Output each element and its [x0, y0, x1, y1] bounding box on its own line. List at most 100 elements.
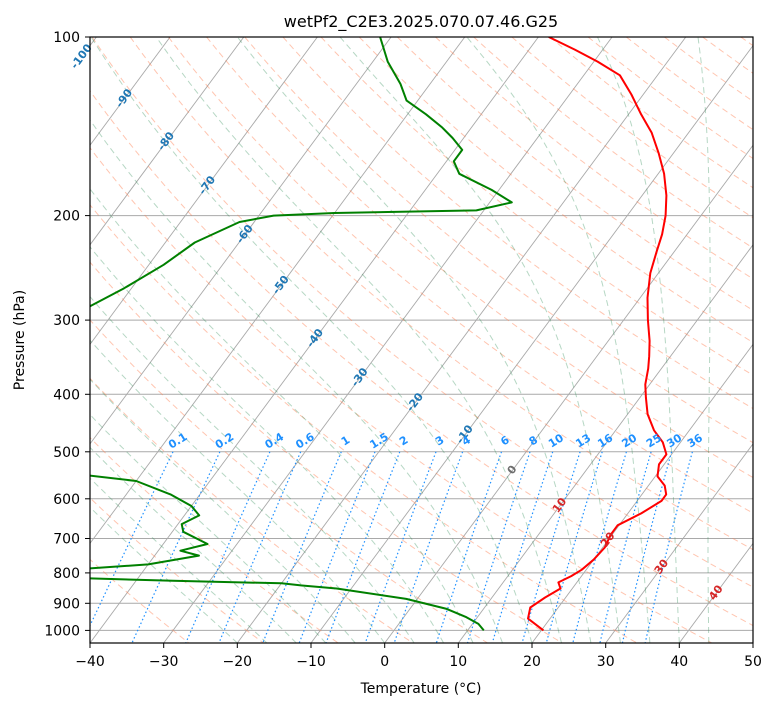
moist-adiabat-0: [90, 339, 386, 643]
isotherm--40: [90, 37, 539, 643]
mixing-ratio-line-20: [572, 451, 627, 643]
dry-adiabat-110: [282, 37, 753, 410]
mixing-ratio-line-0.4: [185, 451, 271, 643]
mixing-ratio-line-25: [599, 451, 652, 643]
x-tick-label-40: 40: [670, 654, 688, 670]
mixing-ratio-label-1: 1: [339, 433, 352, 448]
moist-adiabat-16: [90, 119, 503, 643]
isotherm-label-m90: -90: [113, 86, 135, 110]
moist-adiabat--4: [90, 378, 356, 643]
moist-adiabat-44: [697, 37, 711, 643]
dry-adiabat-150: [435, 37, 753, 280]
isotherm-label-m30: -30: [348, 365, 370, 389]
dry-adiabat-180: [549, 37, 753, 189]
isotherm-label-m70: -70: [196, 173, 218, 197]
mixing-ratio-line-1.5: [298, 451, 376, 643]
dry-adiabat--20: [90, 497, 264, 643]
dry-adiabat-10: [90, 319, 488, 643]
moist-adiabat-24: [155, 37, 562, 643]
dry-adiabat-140: [396, 37, 753, 311]
dry-adiabat-170: [511, 37, 753, 219]
y-tick-label-800: 800: [53, 566, 80, 582]
mixing-ratio-label-25: 25: [644, 431, 664, 450]
mixing-ratio-label-13: 13: [573, 431, 593, 450]
contour-label-layer: -100-90-80-70-60-50-40-30-20-10010203040…: [68, 41, 726, 602]
isotherm-40: [678, 542, 753, 643]
dry-adiabat-50: [90, 90, 753, 627]
mixing-ratio-line-8: [466, 451, 531, 643]
y-tick-label-700: 700: [53, 532, 80, 548]
y-tick-label-1000: 1000: [44, 623, 80, 639]
moist-adiabat-40: [597, 37, 680, 643]
isotherm-label-10: 10: [550, 495, 570, 515]
mixing-ratio-label-10: 10: [546, 431, 566, 450]
dry-adiabat--30: [90, 558, 190, 643]
isotherm-label-m50: -50: [270, 273, 292, 297]
mixing-ratio-line-2: [325, 451, 401, 643]
isotherm-label-m60: -60: [234, 222, 256, 246]
moist-adiabat--8: [90, 413, 327, 643]
mixing-ratio-line-3: [364, 451, 437, 643]
y-tick-label-300: 300: [53, 313, 80, 329]
isotherm--30: [163, 37, 613, 643]
mixing-ratio-label-30: 30: [664, 431, 684, 450]
dry-adiabat-20: [90, 261, 563, 643]
mixing-ratio-line-13: [521, 451, 581, 643]
moist-adiabat--12: [90, 446, 297, 643]
dry-adiabat-130: [358, 37, 753, 343]
mixing-ratio-line-0.6: [218, 451, 302, 643]
grid-layer: [90, 37, 753, 643]
dry-adiabat-100: [244, 37, 753, 444]
moist-adiabat-36: [466, 37, 651, 643]
mixing-ratio-line-1: [262, 451, 342, 643]
mixing-ratio-line-30: [621, 451, 673, 643]
y-tick-label-500: 500: [53, 445, 80, 461]
mixing-ratio-label-1_5: 1.5: [367, 430, 390, 451]
chart-title: wetPf2_C2E3.2025.070.07.46.G25: [284, 12, 558, 32]
x-tick-label-0: 0: [380, 654, 389, 670]
dry-adiabat--10: [90, 436, 339, 643]
mixing-ratio-line-16: [545, 451, 603, 643]
mixing-ratio-line-6: [435, 451, 503, 643]
dry-adiabat-230: [740, 37, 753, 47]
y-tick-label-400: 400: [53, 387, 80, 403]
mixing-ratio-label-0_4: 0.4: [263, 430, 287, 452]
dry-adiabat-0: [90, 377, 414, 643]
mixing-ratio-label-0_2: 0.2: [213, 430, 236, 451]
dewpoint-profile: [90, 37, 513, 632]
isotherm-label-m40: -40: [304, 326, 326, 350]
isotherm-label-40: 40: [706, 582, 726, 602]
isotherm-0: [384, 144, 753, 643]
x-tick-label--20: −20: [223, 654, 253, 670]
y-tick-label-200: 200: [53, 209, 80, 225]
x-axis-label: Temperature (°C): [360, 681, 482, 697]
axis-layer: −40 −30 −20 −10 0 10 20 30 40 5010020030040050060…: [44, 30, 762, 670]
moist-adiabat-20: [90, 37, 533, 643]
isotherm-label-0: 0: [505, 463, 520, 477]
isotherm--10: [310, 44, 753, 643]
moist-adiabat-4: [90, 295, 415, 643]
mixing-ratio-label-20: 20: [619, 431, 639, 450]
isotherm-20: [531, 343, 753, 643]
mixing-ratio-label-36: 36: [685, 431, 705, 450]
moist-adiabat-32: [339, 37, 621, 643]
temperature-profile: [527, 37, 668, 632]
isotherm--50: [90, 37, 466, 545]
plot-frame: [89, 36, 754, 644]
isotherm-label-20: 20: [598, 529, 618, 549]
x-tick-label-30: 30: [597, 654, 615, 670]
mixing-ratio-label-6: 6: [498, 433, 512, 448]
isotherm--70: [90, 37, 318, 346]
isotherm--80: [90, 37, 245, 246]
x-tick-label-10: 10: [449, 654, 467, 670]
mixing-ratio-line-0.2: [131, 451, 221, 643]
moist-adiabat-28: [237, 37, 592, 643]
x-tick-label--40: −40: [75, 654, 105, 670]
data-layer: [90, 37, 668, 632]
dry-adiabat-60: [91, 37, 753, 588]
isotherm-10: [457, 244, 753, 643]
mixing-ratio-label-0_1: 0.1: [166, 430, 189, 451]
dry-adiabat-80: [168, 37, 753, 514]
mixing-ratio-line-4: [393, 451, 464, 643]
